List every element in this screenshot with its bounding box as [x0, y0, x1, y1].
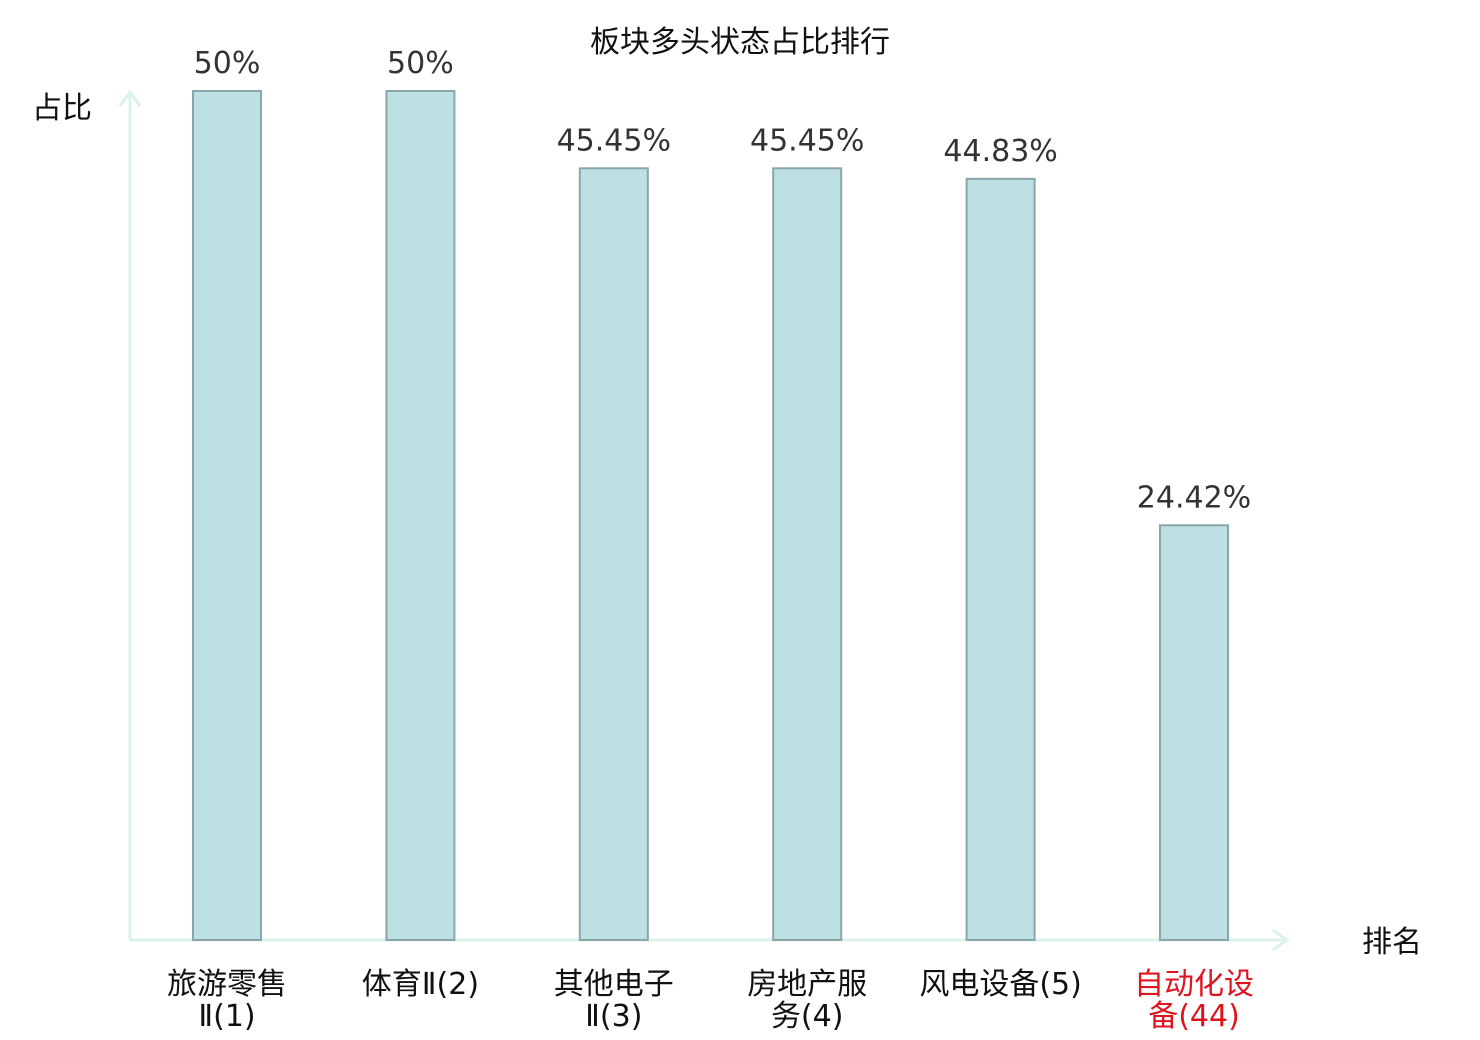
bar [1159, 524, 1229, 941]
x-axis-arrow [1272, 928, 1290, 952]
y-axis-arrow [118, 89, 142, 107]
data-label: 24.42% [1137, 480, 1251, 515]
value-labels: 50% 50% 45.45% 45.45% 44.83% 24.42% [194, 46, 1252, 515]
data-label: 45.45% [750, 123, 864, 158]
tick-label: 风电设备(5) [919, 967, 1082, 1002]
tick-label: 房地产服 [747, 967, 867, 1002]
data-label: 45.45% [557, 123, 671, 158]
bar [578, 167, 649, 942]
tick-label: Ⅱ(1) [198, 999, 255, 1034]
y-axis-label: 占比 [32, 91, 92, 126]
x-axis-label: 排名 [1362, 925, 1422, 960]
category-label: 自动化设备(44) [1134, 967, 1254, 1034]
tick-label: 备(44) [1148, 999, 1240, 1034]
tick-label: 务(4) [771, 999, 844, 1034]
category-label: 其他电子 Ⅱ(3) [554, 967, 674, 1034]
bar [385, 90, 456, 941]
tick-label: 旅游零售 [167, 967, 287, 1002]
data-label: 50% [194, 46, 261, 81]
bars [192, 90, 1229, 942]
axes [118, 89, 1290, 952]
data-label: 44.83% [943, 134, 1057, 169]
data-label: 50% [387, 46, 454, 81]
category-label: 房地产服务(4) [747, 967, 867, 1034]
category-label: 旅游零售 Ⅱ(1) [167, 967, 287, 1034]
bar [192, 90, 262, 941]
category-label: 风电设备(5) [919, 967, 1082, 1002]
tick-label: 自动化设 [1134, 967, 1254, 1002]
tick-label: Ⅱ(3) [585, 999, 642, 1034]
category-label: 体育Ⅱ(2) [362, 967, 479, 1002]
bar [772, 167, 843, 942]
tick-label: 体育Ⅱ(2) [362, 967, 479, 1002]
chart-title: 板块多头状态占比排行 [590, 25, 890, 60]
category-labels: 旅游零售 Ⅱ(1) 体育Ⅱ(2) 其他电子 Ⅱ(3) 房地产服务(4) 风电设备(5) 自动化… [167, 967, 1254, 1034]
bar [965, 177, 1036, 942]
tick-label: 其他电子 [554, 967, 674, 1002]
